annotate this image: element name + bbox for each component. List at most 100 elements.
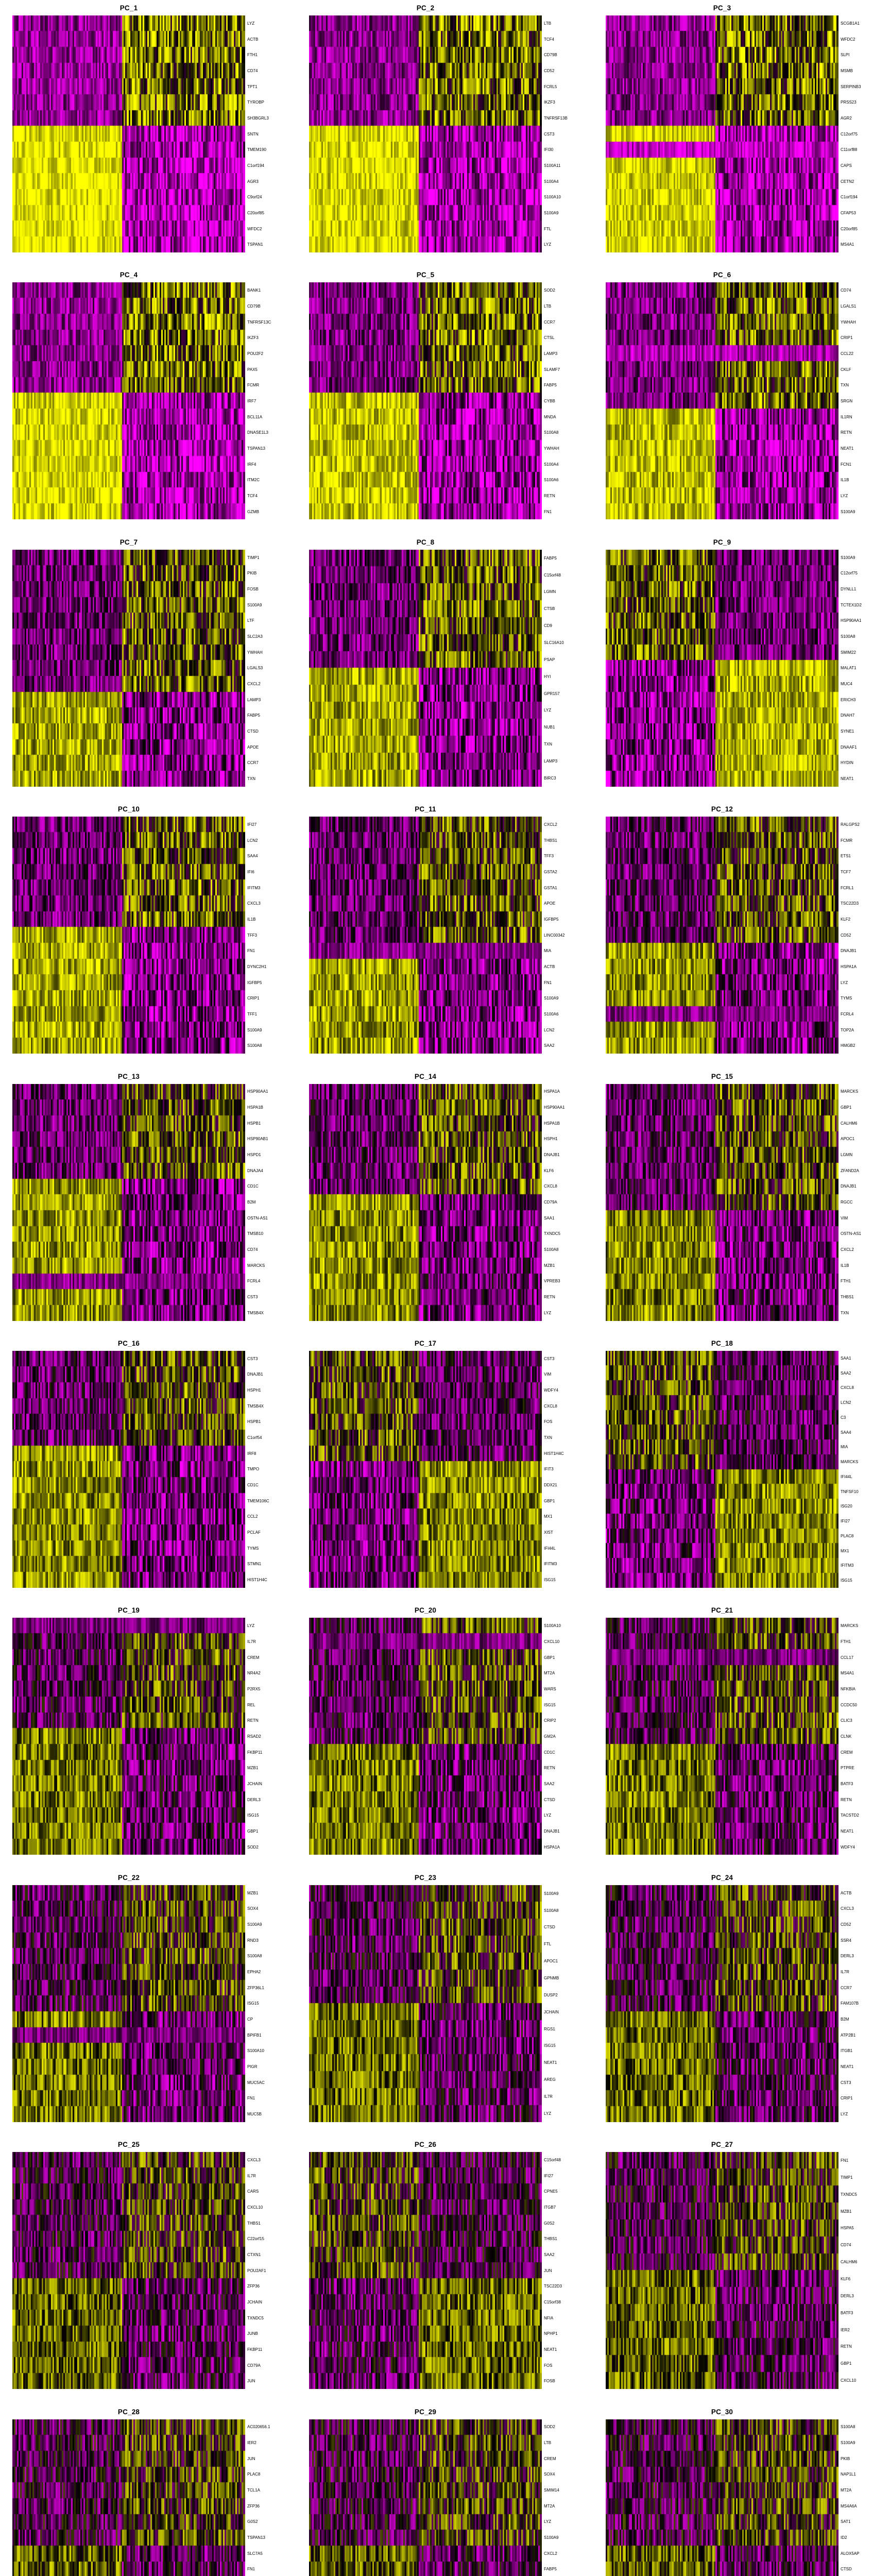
- gene-label: HYDIN: [841, 760, 853, 766]
- gene-label: SOX4: [247, 1906, 259, 1911]
- heatmap-canvas: [12, 282, 245, 520]
- gene-label: FOSB: [544, 2379, 555, 2384]
- gene-label: LCN2: [841, 1400, 851, 1405]
- gene-label: SLAMF7: [544, 367, 560, 372]
- gene-label: FOS: [544, 2363, 553, 2368]
- gene-label: TSPAN1: [247, 242, 263, 247]
- panel-title: PC_20: [414, 1606, 437, 1615]
- gene-label: MIA: [544, 948, 552, 954]
- gene-label: TXNDC5: [544, 1231, 561, 1236]
- gene-label: HSPA1B: [247, 1105, 263, 1110]
- gene-label: G0S2: [544, 2221, 555, 2226]
- gene-label: JUN: [247, 2456, 255, 2461]
- gene-label: VIM: [544, 1372, 552, 1377]
- gene-label: WFDC2: [247, 226, 262, 231]
- gene-label: CFAP53: [841, 210, 856, 215]
- gene-label: CLNK: [841, 1734, 852, 1739]
- gene-labels: HSPA1A HSP90AA1 HSPA1B HSPH1 DNAJB1 KLF6 CXCL8…: [544, 1084, 592, 1321]
- gene-label: DERL3: [841, 1954, 854, 1959]
- gene-label: IGFBP5: [544, 917, 559, 922]
- gene-label: RALGPS2: [841, 822, 860, 827]
- heatmap-canvas: [12, 1618, 245, 1855]
- heatmap-canvas: [606, 1350, 838, 1588]
- gene-labels: BANK1 CD79B TNFRSF13C IKZF3 POU2F2 PAX5 FCMR IR…: [247, 282, 296, 519]
- gene-label: MX1: [841, 1548, 849, 1553]
- gene-label: HSP90AA1: [544, 1105, 565, 1110]
- gene-label: CD52: [544, 68, 555, 73]
- gene-label: CXCL3: [247, 901, 261, 906]
- gene-label: SCGB1A1: [841, 21, 860, 26]
- panel-title: PC_11: [415, 805, 436, 814]
- gene-label: ISG15: [544, 1578, 556, 1583]
- heatmap-canvas: [309, 282, 542, 520]
- gene-label: LYZ: [841, 980, 848, 985]
- gene-label: SOX4: [544, 2472, 555, 2477]
- gene-label: CXCL8: [544, 1403, 557, 1409]
- gene-label: KLF2: [841, 917, 851, 922]
- gene-label: MIA: [841, 1445, 848, 1450]
- gene-label: NR4A2: [247, 1671, 261, 1676]
- gene-label: S100A8: [544, 1908, 559, 1913]
- gene-label: TFF3: [247, 933, 258, 938]
- gene-label: CXCL2: [544, 822, 557, 827]
- gene-label: SOD2: [544, 2425, 555, 2430]
- heatmap-canvas: [606, 2419, 838, 2576]
- gene-label: C20orf85: [247, 210, 264, 215]
- gene-label: MUC5AC: [247, 2080, 265, 2085]
- gene-label: BANK1: [247, 288, 261, 293]
- gene-label: TMSB4X: [247, 1403, 264, 1409]
- gene-label: CPNE5: [544, 2189, 558, 2194]
- gene-label: LTB: [544, 2441, 552, 2446]
- gene-labels: TIMP1 PKIB FOSB S100A9 LTF SLC2A3 YWHAH LGALS3 C…: [247, 550, 296, 787]
- gene-label: MARCKS: [841, 1089, 859, 1094]
- gene-label: CTSL: [544, 335, 555, 341]
- pc-panel-PC_27: PC_27 FN1 TIMP1 TXNDC5 MZB1 HSPA5 CD74 CALHM6 KL…: [593, 2137, 890, 2403]
- pc-panel-PC_30: PC_30 S100A8 S100A9 PKIB NAP1L1 MT2A MS4A6A SAT…: [593, 2404, 890, 2576]
- gene-label: LTB: [544, 303, 552, 309]
- gene-label: MZB1: [841, 2209, 852, 2214]
- gene-label: MARCKS: [841, 1623, 859, 1629]
- gene-label: C20orf85: [841, 226, 858, 231]
- gene-labels: SOD2 LTB CREM SOX4 SMIM14 MT2A LYZ S100A9 CXCL2 F…: [544, 2419, 592, 2576]
- gene-label: LYZ: [841, 493, 848, 498]
- gene-label: CD74: [841, 2243, 851, 2248]
- pc-panel-PC_7: PC_7 TIMP1 PKIB FOSB S100A9 LTF SLC2A3 YWHAH LGA…: [0, 534, 297, 801]
- gene-label: LGMN: [841, 1153, 853, 1158]
- gene-label: OSTN-AS1: [247, 1215, 268, 1221]
- gene-label: MSMB: [841, 68, 853, 73]
- gene-label: RSAD2: [247, 1734, 261, 1739]
- gene-label: FN1: [247, 948, 255, 954]
- gene-label: TNFSF10: [841, 1489, 859, 1494]
- gene-label: JUN: [247, 2379, 255, 2384]
- gene-label: FCMR: [841, 838, 853, 843]
- gene-label: PLAC8: [841, 1533, 854, 1538]
- panel-title: PC_18: [711, 1339, 733, 1347]
- gene-label: SAA2: [544, 1781, 555, 1786]
- heatmap-canvas: [309, 817, 542, 1054]
- gene-label: CCR7: [841, 1985, 852, 1990]
- gene-label: TYROBP: [247, 100, 264, 105]
- gene-label: OSTN-AS1: [841, 1231, 862, 1236]
- gene-label: HIST1H4C: [544, 1451, 564, 1456]
- gene-label: CCL2: [247, 1514, 258, 1519]
- gene-label: RETN: [544, 1766, 555, 1771]
- pc-panel-PC_8: PC_8 FABP5 C15orf48 LGMN CTSB CD9 SLC16A10 PSAP…: [297, 534, 593, 801]
- gene-label: BCL11A: [247, 414, 263, 419]
- heatmap-canvas: [606, 817, 838, 1054]
- gene-label: SMIM14: [544, 2488, 559, 2493]
- gene-label: PKIB: [247, 571, 257, 576]
- gene-label: THBS1: [544, 838, 557, 843]
- gene-label: ETS1: [841, 854, 851, 859]
- gene-label: GPNMB: [544, 1975, 559, 1980]
- pc-panel-PC_23: PC_23 S100A9 S100A8 CTSD FTL APOC1 GPNMB DUSP2 J…: [297, 1870, 593, 2137]
- gene-label: RETN: [841, 2344, 852, 2349]
- gene-label: SOD2: [247, 1844, 259, 1850]
- panel-title: PC_19: [117, 1606, 140, 1615]
- gene-label: RGS1: [544, 2026, 555, 2031]
- heatmap-canvas: [606, 1083, 838, 1321]
- heatmap-canvas: [309, 2419, 542, 2576]
- gene-label: SAA4: [247, 854, 258, 859]
- gene-label: MUC4: [841, 681, 852, 686]
- gene-label: IL1B: [841, 1263, 849, 1268]
- gene-label: S100A10: [247, 2048, 264, 2054]
